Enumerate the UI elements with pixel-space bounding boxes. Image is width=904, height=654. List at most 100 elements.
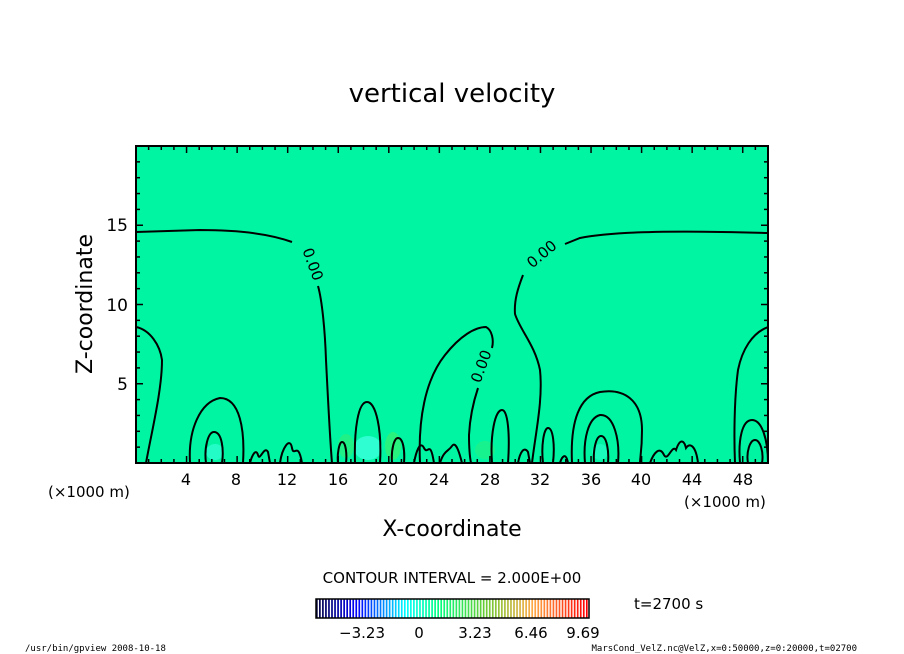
contour-line-bump-6 [592,434,610,463]
contour-lines [136,228,768,463]
colorbar-stripe [431,599,433,618]
colorbar-stripe [549,599,552,618]
colorbar-stripe [470,599,473,618]
colorbar-stripe [364,599,367,618]
colorbar-stripe [555,599,558,618]
x-unit-right: (×1000 m) [684,493,766,511]
colorbar-stripe [519,599,521,618]
colorbar-stripe [446,599,449,618]
colorbar-stripe [558,599,561,618]
x-tick-label: 24 [429,470,449,489]
contour-line-bump-8 [746,438,764,463]
y-tick-label: 15 [106,216,128,236]
contour-line-bump-5 [583,413,620,463]
colorbar-stripe [458,599,461,618]
contour-line-mid-arch [418,325,494,463]
x-tick-label: 48 [733,470,753,489]
x-tick-label: 44 [682,470,702,489]
colorbar-stripe [428,599,430,618]
colorbar-stripe [400,599,403,618]
colorbar-stripe [461,599,464,618]
footer-right: MarsCond_VelZ.nc@VelZ,x=0:50000,z=0:2000… [591,644,857,654]
contour-line-upper-left [136,228,293,243]
colorbar-stripe [573,599,576,618]
colorbar-stripe [422,599,424,618]
colorbar-stripe [543,599,546,618]
colorbar-stripe [570,599,573,618]
x-tick-labels: 4 8 12 16 20 24 28 32 36 40 44 48 [181,470,753,489]
blob-cyan-3 [592,444,608,460]
colorbar-tick-label: 9.69 [566,624,599,642]
contour-line-left-descend [317,285,333,463]
colorbar-stripe [349,599,352,618]
colorbar-stripe [525,599,527,618]
blob-green-3 [475,441,495,459]
colorbar [315,598,590,619]
x-unit-left: (×1000 m) [48,483,130,501]
colorbar-stripe [376,599,379,618]
colorbar-stripe [507,599,509,618]
blob-cyan-1 [354,436,382,460]
y-tick-label: 5 [117,375,128,395]
colorbar-stripe [370,599,373,618]
colorbar-stripe [385,599,388,618]
x-tick-label: 20 [378,470,398,489]
x-tick-label: 28 [480,470,500,489]
x-tick-label: 16 [328,470,348,489]
contour-line-bump-2 [204,430,224,463]
colorbar-stripe [473,599,476,618]
colorbar-stripe [425,599,427,618]
colorbar-stripe [325,599,327,618]
colorbar-stripe [340,599,342,618]
colorbar-stripe [522,599,524,618]
colorbar-stripe [373,599,376,618]
colorbar-stripe [355,599,358,618]
colorbar-stripe [552,599,555,618]
colorbar-stripes [316,599,588,618]
colorbar-stripe [391,599,394,618]
colorbar-stripe [319,599,321,618]
x-axis-label: X-coordinate [382,517,521,542]
colorbar-stripe [564,599,567,618]
colorbar-stripe [443,599,446,618]
colorbar-stripe [328,599,330,618]
tick-marks [136,146,768,463]
contour-line-upper-right [564,230,768,245]
contour-line-wiggle-1 [249,449,271,463]
x-tick-label: 36 [581,470,601,489]
colorbar-stripe [531,599,534,618]
colorbar-stripe [416,599,418,618]
colorbar-stripe [504,599,506,618]
colorbar-stripe [343,599,345,618]
colorbar-stripe [485,599,488,618]
contour-line-right-descend [513,274,542,463]
footer-left: /usr/bin/gpview 2008-10-18 [25,644,166,654]
colorbar-tick-label: 6.46 [514,624,547,642]
colorbar-tick-label: −3.23 [339,624,385,642]
colorbar-stripe [434,599,436,618]
colorbar-frame [315,598,590,619]
y-tick-label: 10 [106,296,128,316]
colorbar-stripe [410,599,412,618]
colorbar-stripe [452,599,455,618]
colorbar-stripe [331,599,333,618]
x-tick-label: 4 [181,470,191,489]
contour-interval-text: CONTOUR INTERVAL = 2.000E+00 [323,569,582,587]
contour-line-wiggle-6 [559,455,569,463]
colorbar-stripe [540,599,543,618]
colorbar-stripe [546,599,549,618]
x-tick-label: 40 [631,470,651,489]
x-tick-label: 8 [231,470,241,489]
colorbar-stripe [337,599,339,618]
colorbar-stripe [316,599,318,618]
colorbar-stripe [346,599,349,618]
colorbar-stripe [464,599,467,618]
y-tick-labels: 5 10 15 [106,216,128,395]
colorbar-stripe [479,599,482,618]
contour-line-bump-12 [336,440,348,463]
colorbar-stripe [403,599,406,618]
colorbar-stripe [516,599,518,618]
colorbar-stripe [379,599,382,618]
x-tick-label: 32 [530,470,550,489]
